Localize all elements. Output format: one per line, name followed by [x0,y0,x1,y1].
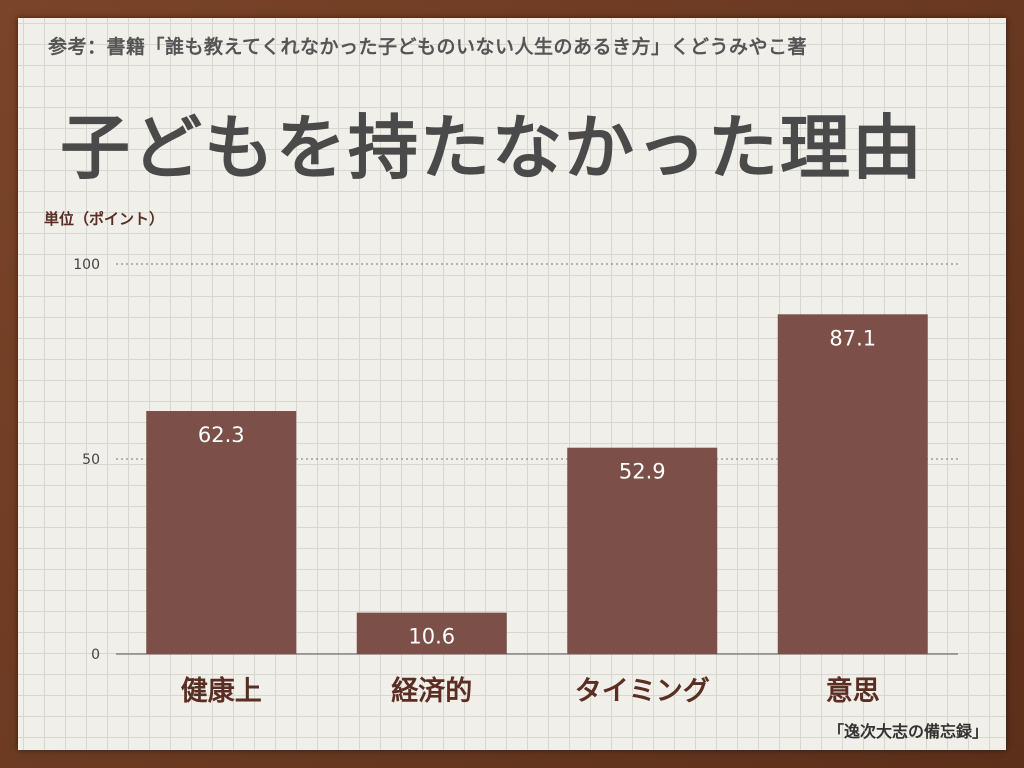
category-label: タイミング [575,675,710,707]
unit-label: 単位（ポイント） [44,210,165,228]
footer-credit: 「逸次大志の備忘録」 [827,722,988,741]
bar-value-label: 52.9 [619,460,666,484]
bar [146,411,297,654]
category-label: 健康上 [181,675,262,707]
labels-layer: 0 50 100 62.3 健康上 10.6 経済的 52.9 タイミング 87.1 意思 [73,257,879,707]
bar [356,612,507,654]
bar-value-label: 87.1 [829,326,876,350]
bars-layer [146,314,928,654]
bar-value-label: 62.3 [198,423,245,447]
y-tick-label: 100 [73,257,100,273]
bar [777,314,928,654]
reference-note: 参考：書籍「誰も教えてくれなかった子どものいない人生のあるき方」くどうみやこ著 [48,36,807,58]
y-tick-label: 0 [91,647,100,663]
category-label: 経済的 [391,675,472,707]
bar-value-label: 10.6 [408,625,455,649]
y-tick-label: 50 [82,452,100,468]
page-title: 子どもを持たなかった理由 [60,107,924,189]
bar [567,447,718,654]
category-label: 意思 [826,675,880,707]
